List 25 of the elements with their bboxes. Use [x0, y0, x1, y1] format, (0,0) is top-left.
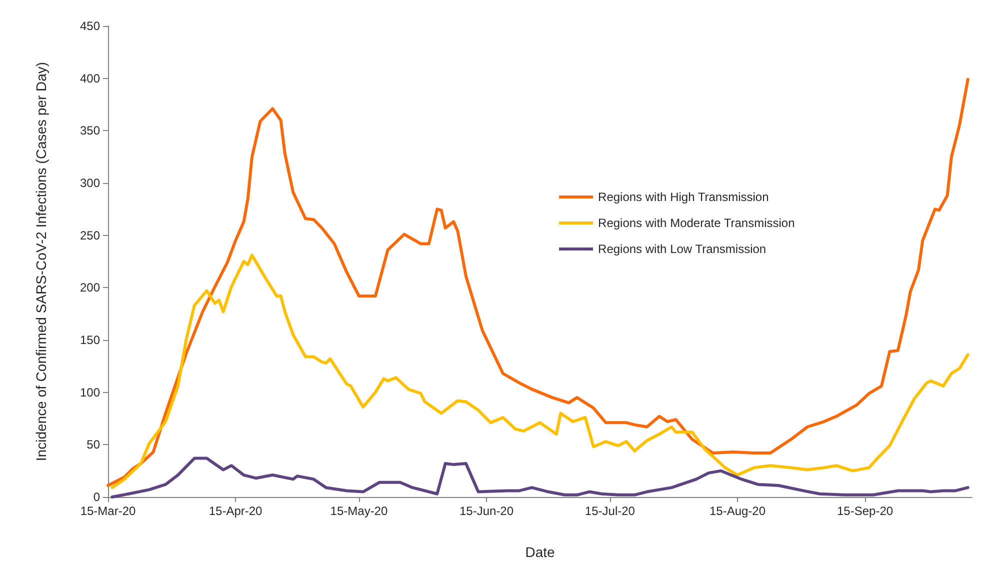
- y-tick-label: 50: [86, 438, 100, 452]
- y-tick-label: 350: [80, 124, 100, 138]
- legend-label: Regions with High Transmission: [598, 190, 769, 204]
- y-tick-label: 100: [80, 385, 100, 400]
- x-tick-label: 15-Aug-20: [709, 504, 766, 518]
- y-tick-label: 150: [80, 333, 100, 347]
- line-series: [110, 254, 970, 490]
- line-series: [110, 456, 970, 498]
- y-tick-label: 400: [80, 71, 100, 86]
- legend-label: Regions with Moderate Transmission: [598, 216, 795, 230]
- x-tick-label: 15-Sep-20: [837, 504, 894, 518]
- y-tick-label: 300: [80, 176, 100, 190]
- x-axis-title: Date: [525, 544, 555, 560]
- x-tick-label: 15-Jul-20: [584, 504, 636, 518]
- y-tick-label: 200: [80, 280, 100, 295]
- y-tick-label: 450: [80, 19, 100, 33]
- y-axis-title: Incidence of Confirmed SARS-CoV-2 Infections (Cases per Day): [33, 62, 49, 462]
- x-tick-label: 15-Jun-20: [459, 504, 514, 518]
- x-tick-label: 15-May-20: [330, 504, 388, 518]
- line-series: [106, 78, 970, 487]
- y-tick-label: 250: [80, 228, 100, 242]
- x-tick-label: 15-Apr-20: [208, 504, 263, 518]
- legend-label: Regions with Low Transmission: [598, 242, 766, 256]
- y-tick-label: 0: [93, 490, 100, 504]
- x-tick-label: 15-Mar-20: [80, 504, 136, 518]
